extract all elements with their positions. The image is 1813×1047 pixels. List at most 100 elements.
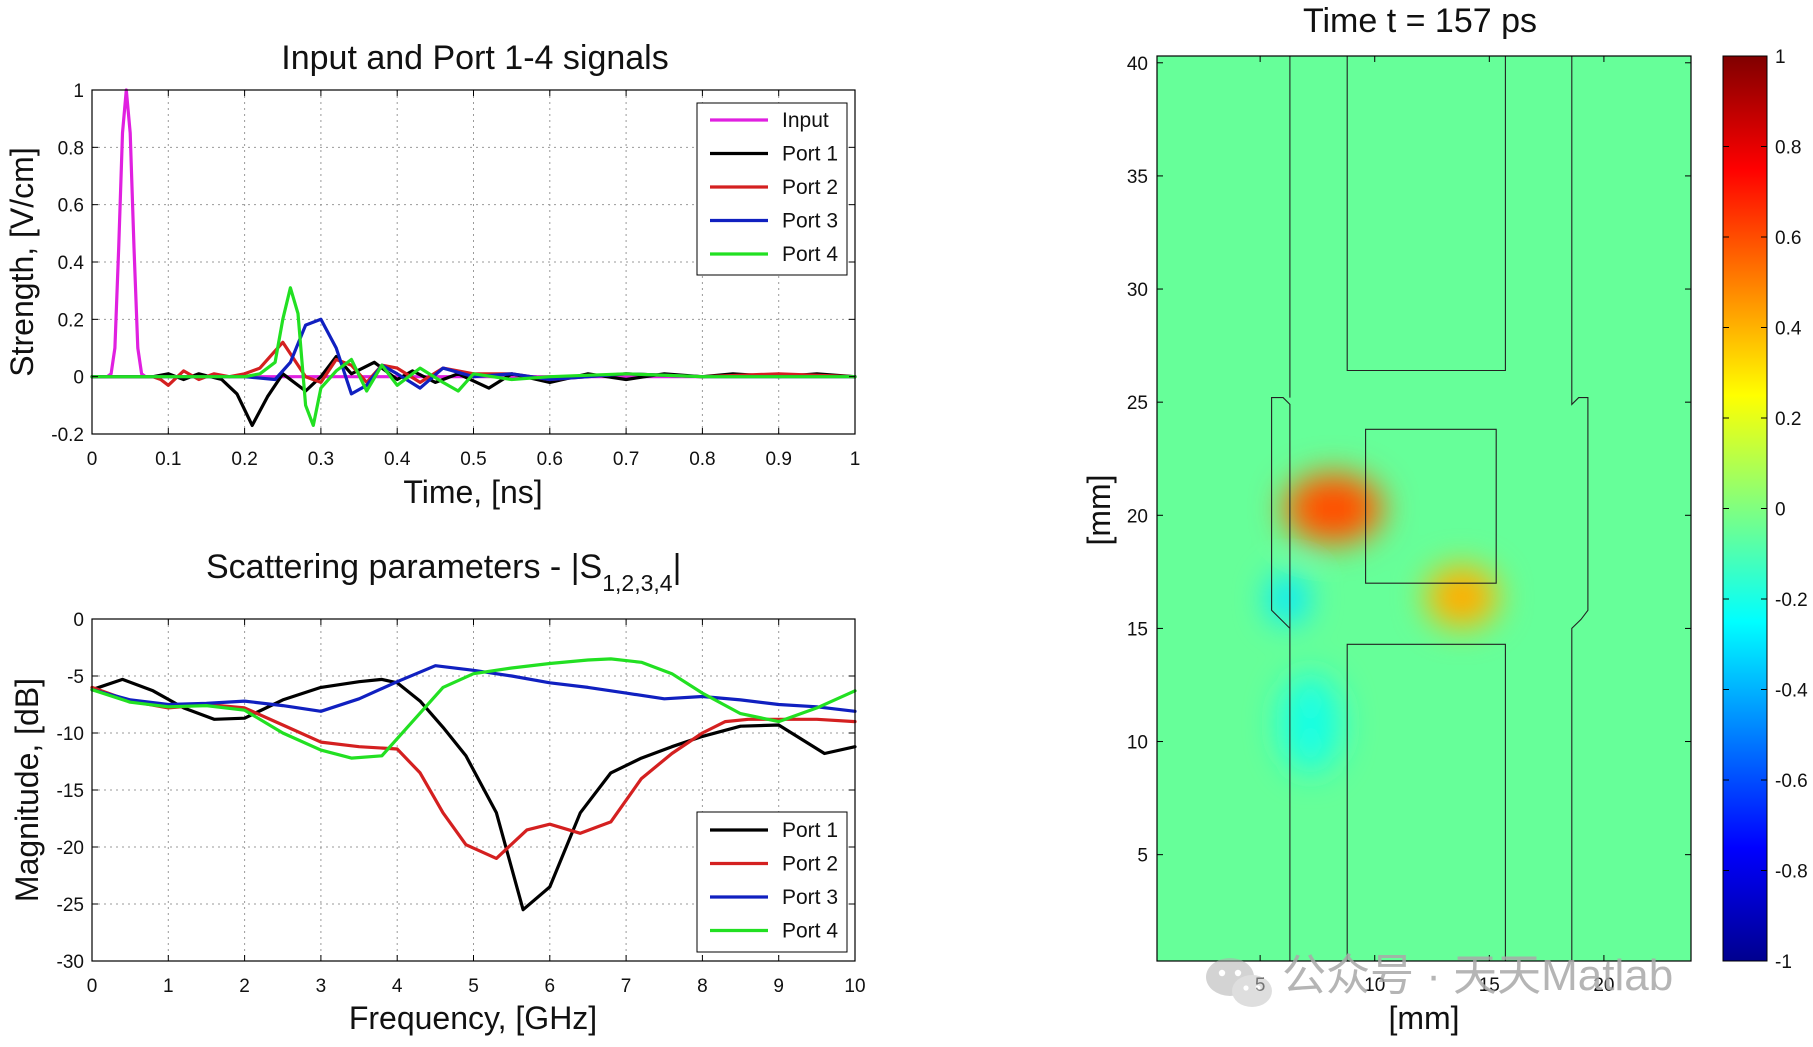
c1-ytick-label: 0 bbox=[73, 368, 84, 389]
sparams-chart: Scattering parameters - |S1,2,3,4| 0 1 2 3 4… bbox=[9, 548, 866, 1036]
wechat-logo-icon bbox=[1206, 958, 1272, 1007]
c2-legend-label-port-2: Port 2 bbox=[782, 853, 838, 876]
heatmap-ytick-label: 40 bbox=[1127, 54, 1148, 75]
heatmap-ytick-label: 5 bbox=[1137, 846, 1148, 867]
c1-legend-label-port-4: Port 4 bbox=[782, 243, 838, 266]
heatmap-field-blob-core bbox=[1441, 579, 1482, 615]
signals-y-ticks: -0.2 0 0.2 0.4 0.6 0.8 1 bbox=[51, 81, 855, 446]
c2-xtick-label: 8 bbox=[697, 976, 708, 997]
c2-ytick-label: -10 bbox=[57, 724, 84, 745]
c1-xtick-label: 1 bbox=[850, 449, 861, 470]
signals-chart: Input and Port 1-4 signals 0 0.1 0.2 0.3 0.4… bbox=[4, 39, 860, 510]
sparams-x-label: Frequency, [GHz] bbox=[349, 1000, 597, 1036]
c2-ytick-label: -25 bbox=[57, 895, 84, 916]
colorbar bbox=[1722, 55, 1768, 962]
heatmap-ytick-label: 25 bbox=[1127, 393, 1148, 414]
heatmap-ytick-label: 20 bbox=[1127, 506, 1148, 527]
colorbar-tick-label: -0.6 bbox=[1775, 771, 1808, 792]
c1-series-port-4 bbox=[90, 286, 857, 427]
colorbar-tick-label: 0.2 bbox=[1775, 409, 1801, 430]
c2-xtick-label: 5 bbox=[468, 976, 479, 997]
c2-ytick-label: 0 bbox=[73, 610, 84, 631]
heatmap-y-ticks: 5 10 15 20 25 30 35 40 bbox=[1127, 54, 1691, 867]
heatmap-title: Time t = 157 ps bbox=[1303, 2, 1537, 40]
sparams-legend-box bbox=[696, 811, 848, 953]
heatmap-outline bbox=[1271, 397, 1291, 961]
colorbar-tick-label: 0 bbox=[1775, 500, 1786, 521]
watermark: 公众号 · 天天Matlab bbox=[1206, 951, 1673, 1007]
signals-x-ticks: 0 0.1 0.2 0.3 0.4 0.5 0.6 0.7 0.8 0.9 1 bbox=[87, 90, 861, 470]
heatmap-field-blobs bbox=[1267, 472, 1499, 774]
c1-xtick-label: 0.6 bbox=[537, 449, 563, 470]
c2-series-port-2 bbox=[90, 685, 857, 861]
heatmap-structure-outline bbox=[1271, 56, 1589, 961]
heatmap-outline-bottom-rect bbox=[1346, 643, 1506, 961]
sparams-y-ticks: -30 -25 -20 -15 -10 -5 0 bbox=[57, 610, 855, 973]
heatmap-ytick-label: 15 bbox=[1127, 619, 1148, 640]
signals-legend: Input Port 1 Port 2 Port 3 Port 4 bbox=[696, 102, 848, 276]
heatmap-field bbox=[1157, 56, 1691, 961]
sparams-y-label: Magnitude, [dB] bbox=[9, 678, 45, 902]
colorbar-tick-label: 0.8 bbox=[1775, 138, 1801, 159]
heatmap-ytick-label: 35 bbox=[1127, 167, 1148, 188]
colorbar-tick-label: -0.4 bbox=[1775, 681, 1808, 702]
sparams-grid bbox=[92, 619, 855, 961]
c2-legend-label-port-3: Port 3 bbox=[782, 886, 838, 909]
heatmap-field-blob-core bbox=[1276, 585, 1299, 613]
c2-series-port-4 bbox=[90, 657, 857, 760]
c2-xtick-label: 10 bbox=[844, 976, 865, 997]
c2-xtick-label: 9 bbox=[773, 976, 784, 997]
c2-xtick-label: 1 bbox=[163, 976, 174, 997]
sparams-chart-title: Scattering parameters - |S1,2,3,4| bbox=[206, 548, 681, 596]
sparams-title-main: Scattering parameters - |S bbox=[206, 548, 602, 586]
sparams-title-end: | bbox=[673, 548, 682, 586]
c1-xtick-label: 0.9 bbox=[765, 449, 791, 470]
c1-legend-label-port-2: Port 2 bbox=[782, 176, 838, 199]
c1-legend-label-input: Input bbox=[782, 109, 829, 132]
c2-xtick-label: 6 bbox=[545, 976, 556, 997]
heatmap-xtick-label: 20 bbox=[1593, 975, 1614, 996]
c2-xtick-label: 7 bbox=[621, 976, 632, 997]
c1-ytick-label: 0.4 bbox=[58, 253, 85, 274]
c1-ytick-label: 1 bbox=[73, 81, 84, 102]
heatmap-field-blob-core bbox=[1305, 488, 1362, 529]
c1-ytick-label: 0.8 bbox=[58, 138, 84, 159]
c1-ytick-label: 0.6 bbox=[58, 196, 84, 217]
c2-ytick-label: -30 bbox=[57, 952, 84, 973]
signals-legend-box bbox=[696, 102, 848, 276]
sparams-x-ticks: 0 1 2 3 4 5 6 7 8 9 10 bbox=[87, 619, 866, 997]
colorbar-ticks: -1 -0.8 -0.6 -0.4 -0.2 0 0.2 0.4 0.6 0.8 1 bbox=[1723, 47, 1808, 973]
c1-xtick-label: 0.5 bbox=[460, 449, 486, 470]
heatmap-background bbox=[1157, 56, 1691, 961]
heatmap-outline-center-rect bbox=[1365, 428, 1497, 584]
heatmap-xtick-label: 15 bbox=[1479, 975, 1500, 996]
heatmap-ytick-label: 10 bbox=[1127, 733, 1148, 754]
sparams-legend: Port 1 Port 2 Port 3 Port 4 bbox=[696, 811, 848, 953]
colorbar-tick-label: 0.4 bbox=[1775, 319, 1802, 340]
c1-legend-label-port-3: Port 3 bbox=[782, 210, 838, 233]
c1-xtick-label: 0.8 bbox=[689, 449, 715, 470]
c2-ytick-label: -20 bbox=[57, 838, 84, 859]
c2-ytick-label: -5 bbox=[67, 667, 84, 688]
c2-xtick-label: 0 bbox=[87, 976, 98, 997]
colorbar-tick-label: 1 bbox=[1775, 47, 1786, 68]
c2-legend-label-port-4: Port 4 bbox=[782, 920, 838, 943]
heatmap-y-label: [mm] bbox=[1081, 474, 1117, 545]
colorbar-tick-label: -0.8 bbox=[1775, 862, 1808, 883]
heatmap-outline-right bbox=[1571, 56, 1589, 961]
colorbar-tick-label: -1 bbox=[1775, 952, 1792, 973]
c2-xtick-label: 2 bbox=[239, 976, 250, 997]
c1-xtick-label: 0.2 bbox=[231, 449, 257, 470]
sparams-lines bbox=[90, 657, 857, 912]
c1-ytick-label: 0.2 bbox=[58, 310, 84, 331]
heatmap-outline-top-rect bbox=[1346, 56, 1506, 372]
heatmap-field-blob-core bbox=[1292, 696, 1329, 751]
sparams-title-subscript: 1,2,3,4 bbox=[602, 570, 673, 596]
colorbar-tick-label: -0.2 bbox=[1775, 590, 1808, 611]
c2-ytick-label: -15 bbox=[57, 781, 84, 802]
c1-xtick-label: 0.1 bbox=[155, 449, 181, 470]
heatmap-axes-box bbox=[1156, 55, 1692, 962]
c1-xtick-label: 0.3 bbox=[308, 449, 334, 470]
